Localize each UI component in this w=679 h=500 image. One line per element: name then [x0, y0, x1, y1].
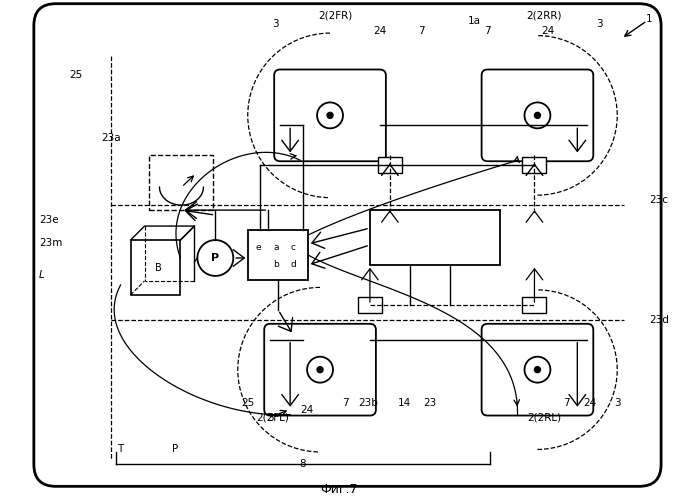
Text: 2(2FL): 2(2FL) [257, 412, 290, 422]
Text: c: c [291, 242, 295, 252]
Text: 3: 3 [267, 412, 274, 422]
Text: 2(2RL): 2(2RL) [528, 412, 562, 422]
FancyBboxPatch shape [481, 324, 593, 416]
Text: 7: 7 [484, 26, 491, 36]
Text: 7: 7 [418, 26, 425, 36]
Text: a: a [274, 242, 279, 252]
Text: Фиг.7: Фиг.7 [320, 483, 358, 496]
Text: d: d [290, 260, 296, 270]
Text: 3: 3 [614, 398, 621, 407]
Text: 2(2RR): 2(2RR) [527, 10, 562, 20]
Text: T: T [117, 444, 124, 454]
Text: 23c: 23c [649, 195, 668, 205]
Text: L: L [39, 270, 45, 280]
Bar [522, 158, 547, 173]
Text: 2(2FR): 2(2FR) [318, 10, 352, 20]
Text: 3: 3 [596, 18, 602, 28]
Text: 24: 24 [373, 26, 386, 36]
Text: 23: 23 [423, 398, 437, 407]
Bar [149, 156, 213, 210]
Text: 23b: 23b [358, 398, 378, 407]
Circle shape [317, 102, 343, 128]
Circle shape [198, 240, 234, 276]
Text: 3: 3 [272, 18, 278, 28]
Circle shape [307, 356, 333, 382]
Text: e: e [255, 242, 261, 252]
Circle shape [317, 366, 323, 372]
Bar [249, 230, 308, 280]
Circle shape [534, 112, 540, 118]
FancyBboxPatch shape [264, 324, 376, 416]
Text: B: B [155, 263, 162, 273]
Text: P: P [172, 444, 179, 454]
Circle shape [327, 112, 333, 118]
Text: 7: 7 [563, 398, 570, 407]
Text: 8: 8 [299, 460, 306, 469]
Bar [358, 297, 382, 313]
Text: 23a: 23a [100, 134, 120, 143]
Text: 24: 24 [584, 398, 597, 407]
Circle shape [524, 102, 551, 128]
Text: 25: 25 [242, 398, 255, 407]
Bar [130, 240, 181, 295]
Text: 23m: 23m [39, 238, 62, 248]
FancyBboxPatch shape [274, 70, 386, 161]
Text: 14: 14 [398, 398, 411, 407]
Bar [378, 158, 402, 173]
Circle shape [524, 356, 551, 382]
Text: 1: 1 [646, 14, 653, 24]
FancyBboxPatch shape [481, 70, 593, 161]
Bar [522, 297, 547, 313]
Bar [370, 210, 500, 265]
Text: 24: 24 [540, 26, 554, 36]
Text: 25: 25 [69, 70, 82, 81]
Text: 24: 24 [301, 404, 314, 414]
Text: 23d: 23d [649, 315, 669, 325]
Text: 23e: 23e [39, 215, 58, 225]
Circle shape [534, 366, 540, 372]
Text: 1a: 1a [468, 16, 481, 26]
Text: P: P [211, 253, 219, 263]
Text: b: b [274, 260, 279, 270]
Text: 7: 7 [342, 398, 348, 407]
